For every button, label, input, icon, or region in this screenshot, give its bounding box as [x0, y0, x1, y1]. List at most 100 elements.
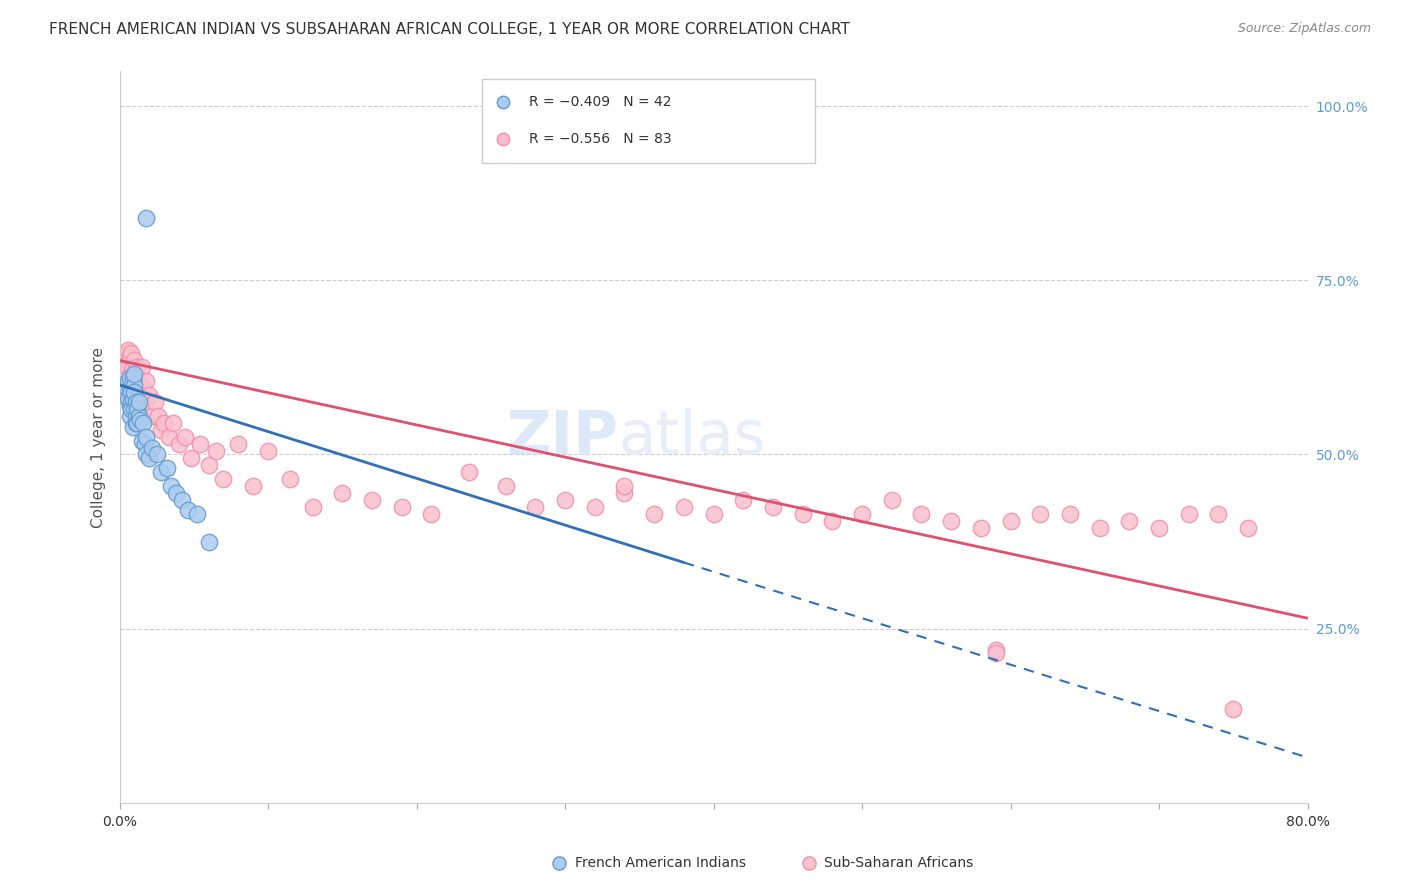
Point [118, 371, 141, 385]
Point [122, 360, 145, 375]
Point [278, 472, 301, 486]
Point [127, 416, 149, 430]
Point [120, 395, 142, 409]
Point [851, 507, 873, 521]
Point [762, 500, 785, 514]
Point [131, 434, 153, 448]
Point [118, 399, 141, 413]
Point [135, 448, 157, 462]
Point [150, 423, 173, 437]
Point [792, 507, 814, 521]
Point [124, 402, 146, 417]
Point [125, 416, 148, 430]
Point [115, 371, 138, 385]
FancyBboxPatch shape [482, 78, 814, 162]
Point [495, 479, 517, 493]
Point [156, 461, 179, 475]
Point [124, 384, 146, 399]
Point [420, 507, 443, 521]
Point [1208, 507, 1230, 521]
Point [1147, 521, 1170, 535]
Point [134, 437, 156, 451]
Point [141, 409, 163, 424]
Point [588, 128, 610, 143]
Point [228, 437, 250, 451]
Point [583, 500, 606, 514]
Point [114, 353, 136, 368]
Point [115, 346, 138, 360]
Point [205, 444, 228, 458]
Text: French American Indians: French American Indians [575, 855, 745, 870]
Point [117, 375, 139, 389]
Point [122, 371, 145, 385]
Point [672, 500, 695, 514]
Point [1118, 514, 1140, 528]
Point [1088, 521, 1111, 535]
Point [658, 853, 681, 867]
Point [160, 479, 183, 493]
Point [188, 437, 211, 451]
Point [135, 375, 157, 389]
Point [135, 211, 157, 225]
Point [177, 503, 200, 517]
Point [613, 479, 636, 493]
Point [197, 458, 219, 472]
Point [613, 485, 636, 500]
Text: Sub-Saharan Africans: Sub-Saharan Africans [824, 855, 973, 870]
Point [124, 375, 146, 389]
Point [821, 514, 844, 528]
Point [129, 388, 152, 402]
Point [643, 507, 665, 521]
Point [162, 416, 184, 430]
Point [128, 395, 150, 409]
Text: atlas: atlas [619, 408, 766, 467]
Point [128, 409, 150, 424]
Point [125, 409, 148, 424]
Point [118, 409, 141, 424]
Point [125, 388, 148, 402]
Text: FRENCH AMERICAN INDIAN VS SUBSAHARAN AFRICAN COLLEGE, 1 YEAR OR MORE CORRELATION: FRENCH AMERICAN INDIAN VS SUBSAHARAN AFR… [49, 22, 851, 37]
Point [1029, 507, 1052, 521]
Point [165, 485, 187, 500]
Point [257, 444, 280, 458]
Point [131, 360, 153, 375]
Point [1178, 507, 1201, 521]
Point [127, 381, 149, 395]
Point [112, 364, 135, 378]
Point [128, 395, 150, 409]
Y-axis label: College, 1 year or more: College, 1 year or more [90, 347, 105, 527]
Point [118, 388, 141, 402]
Point [135, 430, 157, 444]
Point [157, 430, 180, 444]
Point [197, 534, 219, 549]
Point [970, 521, 993, 535]
Point [180, 450, 202, 465]
Text: R = −0.409   N = 42: R = −0.409 N = 42 [530, 95, 672, 109]
Point [120, 346, 142, 360]
Point [150, 465, 173, 479]
Point [524, 500, 547, 514]
Point [120, 384, 142, 399]
Point [146, 409, 169, 424]
Point [118, 350, 141, 364]
Point [125, 368, 148, 382]
Point [138, 450, 160, 465]
Point [1222, 702, 1244, 716]
Point [457, 465, 479, 479]
Point [114, 377, 136, 392]
Point [939, 514, 962, 528]
Point [124, 353, 146, 368]
Text: R = −0.556   N = 83: R = −0.556 N = 83 [530, 132, 672, 146]
Point [120, 368, 142, 382]
Point [212, 472, 235, 486]
Point [702, 507, 725, 521]
Point [127, 402, 149, 417]
Point [117, 360, 139, 375]
Point [984, 646, 1007, 660]
Point [125, 395, 148, 409]
Point [127, 360, 149, 375]
Point [391, 500, 413, 514]
Point [733, 492, 755, 507]
Point [118, 381, 141, 395]
Point [138, 388, 160, 402]
